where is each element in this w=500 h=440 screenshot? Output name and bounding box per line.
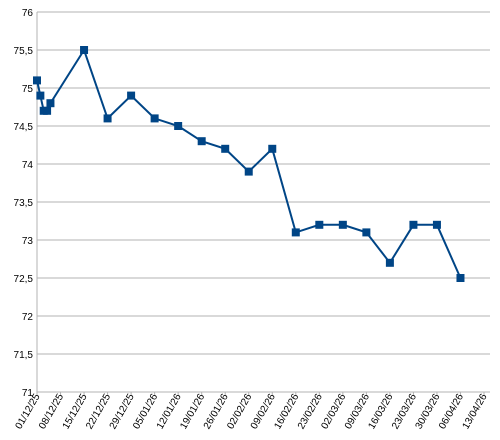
y-tick-label: 76 [22, 8, 34, 19]
y-tick-label: 73,5 [14, 198, 34, 209]
marker [315, 220, 324, 229]
marker [36, 91, 45, 100]
marker [291, 228, 300, 237]
marker [174, 122, 183, 130]
marker [456, 274, 465, 282]
marker [103, 114, 112, 123]
marker [338, 220, 347, 229]
marker [127, 91, 136, 100]
marker [385, 258, 394, 267]
y-tick-label: 71 [22, 388, 34, 399]
y-tick-label: 73 [22, 236, 34, 247]
marker [43, 106, 52, 115]
marker [244, 167, 253, 176]
y-tick-label: 71,5 [14, 350, 34, 361]
marker [33, 76, 41, 85]
y-tick-label: 75 [22, 84, 34, 95]
marker [197, 137, 206, 146]
y-tick-label: 74,5 [14, 122, 34, 133]
marker [46, 99, 55, 108]
marker [432, 220, 441, 229]
marker [150, 114, 159, 123]
y-tick-label: 72,5 [14, 274, 34, 285]
y-tick-label: 72 [22, 312, 34, 323]
marker [362, 228, 371, 237]
marker [409, 220, 418, 229]
marker [80, 46, 89, 54]
marker [221, 144, 230, 153]
y-tick-label: 74 [22, 160, 34, 171]
marker [268, 144, 277, 153]
y-tick-label: 75,5 [14, 46, 34, 57]
